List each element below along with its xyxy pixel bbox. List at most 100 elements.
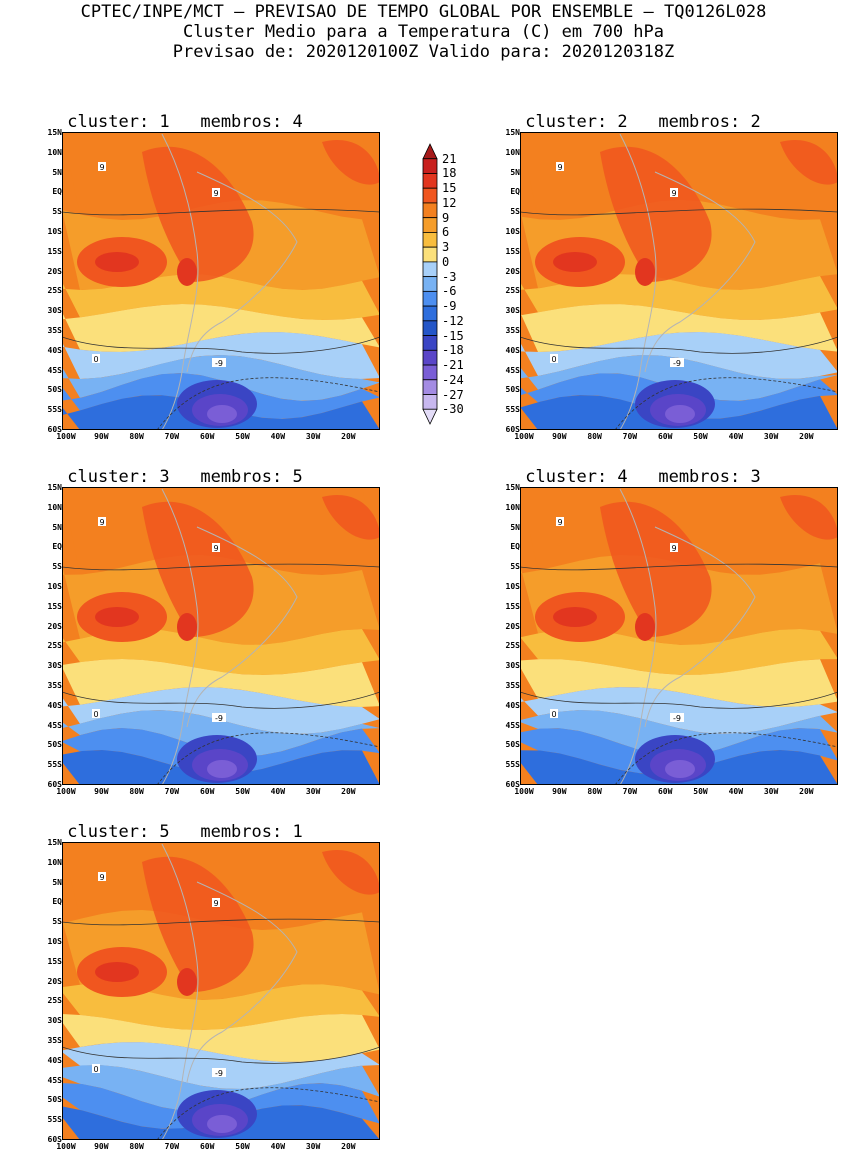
colorbar-swatch	[422, 305, 438, 322]
lon-label: 40W	[270, 787, 286, 796]
lat-label: 10S	[505, 582, 520, 591]
lon-label: 30W	[763, 787, 779, 796]
colorbar-level-label: -3	[442, 269, 457, 284]
lat-label: 10S	[47, 937, 62, 946]
contour-label-9	[670, 543, 678, 552]
lon-label: 20W	[341, 432, 356, 441]
cluster-panel: cluster: 4 membros: 3 0 -9 9 9 15N 10N 5N EQ 5S 10…	[458, 467, 839, 802]
contour-label-9-text: 9	[99, 873, 104, 882]
lat-label: 5S	[510, 562, 520, 572]
colorbar-level-label: -24	[442, 372, 464, 387]
contour-label-minus9-text: -9	[673, 714, 681, 723]
lat-label: 25S	[47, 641, 62, 651]
contour-label-9-text: 9	[557, 163, 562, 172]
lon-label: 80W	[129, 1142, 144, 1151]
lon-label: 50W	[235, 1142, 250, 1151]
colorbar-swatch	[422, 173, 438, 189]
lon-label: 50W	[235, 432, 250, 441]
lat-label: 55S	[505, 760, 520, 770]
map: 0 -9 9 9	[61, 132, 381, 431]
colorbar-swatch	[422, 408, 438, 425]
contour-label-9	[212, 543, 220, 552]
lon-label: 80W	[129, 787, 144, 796]
lat-label: 40S	[47, 1055, 62, 1065]
header-title: CPTEC/INPE/MCT – PREVISAO DE TEMPO GLOBA…	[80, 2, 767, 22]
lat-label: 10S	[47, 582, 62, 591]
lat-label: EQ	[510, 542, 520, 552]
contour-label-minus9-text: -9	[215, 359, 223, 368]
map: 0 -9 9 9	[519, 487, 839, 786]
lon-label: 100W	[56, 787, 76, 796]
colorbar-swatch	[422, 143, 438, 160]
lat-label: 35S	[505, 326, 520, 335]
colorbar-level-label: 3	[442, 240, 450, 255]
lat-label: 20S	[47, 621, 62, 631]
lat-label: 35S	[505, 681, 520, 690]
contour-label-minus9-text: -9	[215, 1069, 223, 1078]
lat-label: 10N	[47, 147, 62, 157]
lon-label: 70W	[622, 787, 638, 796]
lat-label: 50S	[505, 385, 520, 395]
contour-label-minus9	[212, 713, 226, 722]
contour-label-0-text: 0	[551, 710, 556, 719]
lat-label: 55S	[47, 1115, 62, 1125]
lat-label: 5S	[52, 917, 62, 927]
lon-label: 70W	[164, 787, 180, 796]
colorbar-swatch	[422, 320, 438, 336]
lon-label: 20W	[341, 787, 356, 796]
lat-label: EQ	[52, 542, 62, 552]
contour-label-9-text: 9	[671, 544, 676, 553]
lat-label: 5S	[52, 562, 62, 572]
colorbar-level-label: -27	[442, 387, 464, 402]
map-field: 0 -9 9 9	[61, 487, 381, 786]
lat-label: 20S	[47, 266, 62, 276]
contour-label-minus9	[212, 358, 226, 367]
lat-label: 25S	[47, 996, 62, 1006]
lon-label: 90W	[94, 432, 109, 441]
lon-label: 50W	[693, 432, 708, 441]
lat-label: 60S	[47, 425, 62, 434]
lat-label: 45S	[47, 720, 62, 730]
lat-label: 60S	[505, 780, 520, 789]
lon-label: 80W	[129, 432, 144, 441]
lat-label: 40S	[47, 700, 62, 710]
contour-label-minus9-text: -9	[673, 359, 681, 368]
lat-label: 15N	[505, 128, 520, 137]
contour-label-9	[670, 188, 678, 197]
contour-label-9	[556, 162, 564, 171]
colorbar-level-label: -18	[442, 343, 464, 358]
contour-label-0	[92, 354, 100, 363]
lon-label: 90W	[552, 432, 567, 441]
lon-label: 90W	[94, 787, 109, 796]
lat-label: 45S	[47, 1075, 62, 1085]
lat-label: 35S	[47, 326, 62, 335]
lat-label: 15N	[47, 483, 62, 492]
contour-label-9	[212, 898, 220, 907]
map: 0 -9 9 9	[61, 842, 381, 1141]
lon-label: 60W	[199, 432, 215, 441]
lat-label: 45S	[505, 365, 520, 375]
lat-label: 5S	[510, 207, 520, 217]
lon-label: 70W	[164, 1142, 180, 1151]
lat-label: 10S	[505, 227, 520, 236]
lon-label: 60W	[657, 787, 673, 796]
contour-label-0	[550, 354, 558, 363]
contour-label-9	[556, 517, 564, 526]
lat-label: 20S	[505, 266, 520, 276]
contour-label-0	[92, 709, 100, 718]
contour-label-9	[98, 872, 106, 881]
colorbar-level-label: -15	[442, 328, 464, 343]
panel-title: cluster: 2 membros: 2	[525, 112, 761, 132]
lon-label: 100W	[56, 1142, 76, 1151]
lat-label: 25S	[47, 286, 62, 296]
lon-label: 100W	[514, 787, 534, 796]
contour-label-0-text: 0	[551, 355, 556, 364]
colorbar-swatch	[422, 335, 438, 351]
contour-label-9	[98, 162, 106, 171]
lat-label: 10N	[47, 857, 62, 867]
lon-label: 40W	[270, 432, 286, 441]
contour-label-9-text: 9	[213, 899, 218, 908]
lat-label: 5N	[510, 522, 520, 532]
map-field: 0 -9 9 9	[519, 487, 839, 786]
lon-label: 20W	[799, 432, 814, 441]
